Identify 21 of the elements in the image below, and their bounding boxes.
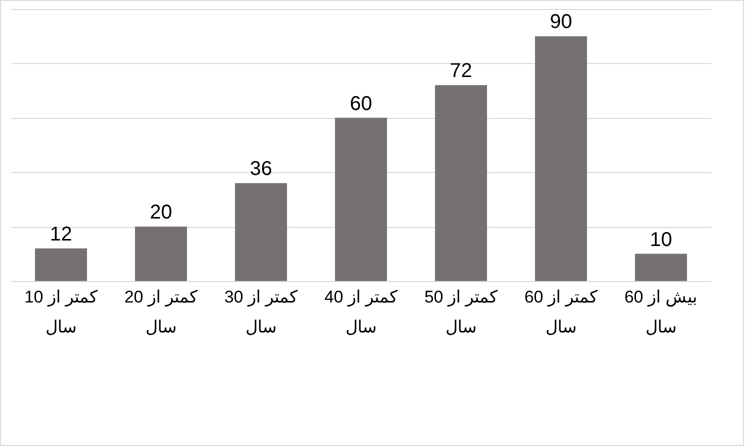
x-tick-label: کمتر از 50 سال bbox=[424, 288, 499, 336]
data-label: 36 bbox=[250, 158, 272, 180]
bar bbox=[535, 36, 587, 281]
x-tick-label: کمتر از 10 سال bbox=[24, 288, 99, 336]
bar bbox=[335, 118, 387, 281]
data-label: 60 bbox=[350, 92, 372, 115]
data-label: 12 bbox=[50, 223, 72, 246]
x-tick-label: کمتر از 40 سال bbox=[324, 288, 399, 336]
data-label: 20 bbox=[150, 202, 172, 224]
bar bbox=[435, 85, 487, 281]
bar bbox=[35, 248, 87, 281]
data-label: 72 bbox=[450, 60, 472, 82]
data-label: 90 bbox=[550, 11, 572, 34]
bar bbox=[235, 183, 287, 281]
x-tick-label: کمتر از 60 سال bbox=[524, 288, 599, 336]
bar bbox=[135, 226, 187, 281]
x-tick-label: کمتر از 20 سال bbox=[124, 288, 199, 336]
bar bbox=[635, 254, 687, 281]
x-tick-label: بیش از 60 سال bbox=[624, 288, 698, 336]
data-label: 10 bbox=[650, 228, 672, 251]
x-tick-label: کمتر از 30 سال bbox=[224, 288, 299, 336]
